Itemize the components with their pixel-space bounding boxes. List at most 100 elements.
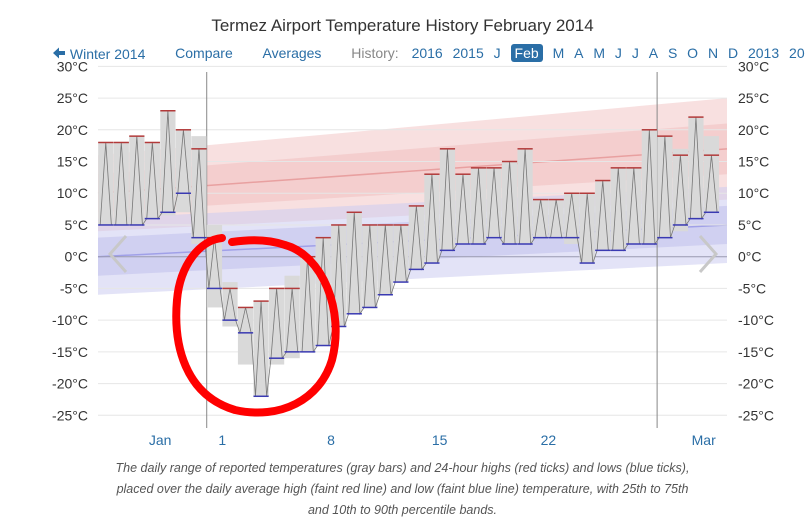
- range-bar: [548, 199, 564, 238]
- y-tick-label: -25°C: [52, 407, 88, 423]
- nav-bar: Winter 2014 Compare Averages History: 20…: [52, 44, 805, 63]
- month-link-mar[interactable]: M: [552, 45, 565, 62]
- month-link-jan[interactable]: J: [493, 45, 501, 62]
- compare-link[interactable]: Compare: [175, 45, 233, 62]
- high-band-25-75: [98, 123, 727, 213]
- range-bar: [610, 167, 626, 251]
- year-link-2013[interactable]: 2013: [747, 45, 780, 62]
- month-link-dec[interactable]: D: [727, 45, 739, 62]
- arrow-left-icon: [53, 47, 65, 59]
- y-tick-label: -20°C: [52, 376, 88, 392]
- month-link-nov[interactable]: N: [707, 45, 719, 62]
- range-bar: [377, 224, 393, 295]
- month-link-sep[interactable]: S: [667, 45, 678, 62]
- x-tick-label: Mar: [692, 432, 716, 448]
- y-tick-label: -10°C: [52, 312, 88, 328]
- range-bar: [486, 167, 502, 238]
- averages-link[interactable]: Averages: [262, 45, 322, 62]
- y-tick-label: 25°C: [738, 90, 769, 106]
- y-tick-label: -15°C: [52, 344, 88, 360]
- month-link-oct[interactable]: O: [687, 45, 699, 62]
- y-axis-right: 30°C 25°C 20°C 15°C 10°C 5°C 0°C -5°C -10°C -15°C…: [738, 58, 774, 423]
- year-link-2012[interactable]: 2012: [789, 45, 805, 62]
- range-bar: [206, 224, 223, 308]
- range-bar: [284, 275, 300, 359]
- y-axis-left: 30°C 25°C 20°C 15°C 10°C 5°C 0°C -5°C -10°C -15°C…: [52, 58, 88, 423]
- back-link[interactable]: Winter 2014: [52, 45, 145, 62]
- y-tick-label: 30°C: [738, 58, 769, 74]
- y-tick-label: -10°C: [738, 312, 774, 328]
- range-bar: [455, 174, 471, 244]
- month-link-jul[interactable]: J: [631, 45, 639, 62]
- range-bar: [222, 282, 238, 327]
- range-bar: [408, 205, 424, 270]
- temperature-trace: [99, 110, 718, 397]
- year-link-2015[interactable]: 2015: [452, 45, 484, 62]
- range-bar: [470, 167, 487, 244]
- month-link-apr[interactable]: A: [574, 45, 584, 62]
- range-bar: [253, 301, 269, 397]
- y-tick-label: 15°C: [738, 154, 769, 170]
- x-axis: Jan 1 8 15 22 Mar: [149, 432, 716, 448]
- chart-title: Termez Airport Temperature History Febru…: [211, 16, 594, 35]
- range-bar: [346, 212, 362, 314]
- chevron-left-icon[interactable]: [107, 235, 128, 273]
- range-bar: [129, 136, 145, 225]
- y-tick-label: 30°C: [57, 58, 88, 74]
- y-tick-label: 0°C: [65, 249, 89, 265]
- range-bar: [300, 256, 316, 352]
- month-link-jun[interactable]: J: [614, 45, 622, 62]
- range-bar: [595, 180, 611, 251]
- month-link-aug[interactable]: A: [648, 45, 659, 62]
- y-tick-label: 5°C: [738, 217, 762, 233]
- caption-line-3: and 10th to 90th percentile bands.: [307, 503, 498, 517]
- range-bar: [672, 148, 689, 232]
- range-bar: [362, 224, 378, 308]
- temperature-chart: 30°C25°C20°C15°C10°C5°C0°C-5°C-10°C-15°C…: [52, 58, 774, 448]
- range-bar: [533, 199, 549, 238]
- range-bar: [657, 136, 673, 238]
- range-bar: [175, 129, 192, 213]
- range-bar: [579, 193, 595, 264]
- x-tick-label: 22: [541, 432, 557, 448]
- range-bar: [393, 224, 409, 283]
- range-bar: [626, 167, 642, 244]
- chevron-right-icon[interactable]: [698, 235, 719, 273]
- month-link-feb[interactable]: Feb: [510, 44, 543, 63]
- range-bar: [144, 142, 160, 219]
- y-tick-label: 0°C: [738, 249, 762, 265]
- y-tick-label: 5°C: [65, 217, 89, 233]
- range-bar: [191, 136, 207, 244]
- caption-line-2: placed over the daily average high (fain…: [116, 482, 689, 496]
- range-bar: [160, 110, 176, 216]
- caption-line-1: The daily range of reported temperatures…: [115, 461, 690, 475]
- y-tick-label: 25°C: [57, 90, 88, 106]
- history-label: History:: [351, 45, 399, 62]
- x-tick-label: 1: [218, 432, 226, 448]
- range-bar: [315, 237, 331, 346]
- range-bar: [517, 148, 533, 244]
- y-tick-label: -15°C: [738, 344, 774, 360]
- y-tick-label: 10°C: [57, 185, 88, 201]
- y-tick-label: -20°C: [738, 376, 774, 392]
- back-link-label: Winter 2014: [69, 45, 146, 62]
- x-tick-label: Jan: [149, 432, 172, 448]
- month-link-may[interactable]: M: [593, 45, 606, 62]
- range-bar: [113, 142, 129, 225]
- x-tick-label: 8: [327, 432, 335, 448]
- y-tick-label: 15°C: [57, 154, 88, 170]
- range-bar: [641, 129, 657, 244]
- range-bar: [564, 193, 580, 244]
- range-bar: [703, 136, 720, 213]
- chart-caption: The daily range of reported temperatures…: [40, 458, 765, 521]
- range-bar: [501, 161, 518, 244]
- y-tick-label: -25°C: [738, 407, 774, 423]
- y-tick-label: -5°C: [738, 280, 766, 296]
- x-tick-label: 15: [432, 432, 448, 448]
- range-bar: [268, 288, 285, 365]
- y-tick-label: -5°C: [60, 280, 88, 296]
- year-link-2016[interactable]: 2016: [411, 45, 443, 62]
- range-bar: [688, 117, 704, 219]
- y-tick-label: 20°C: [738, 122, 769, 138]
- range-bar: [237, 307, 254, 365]
